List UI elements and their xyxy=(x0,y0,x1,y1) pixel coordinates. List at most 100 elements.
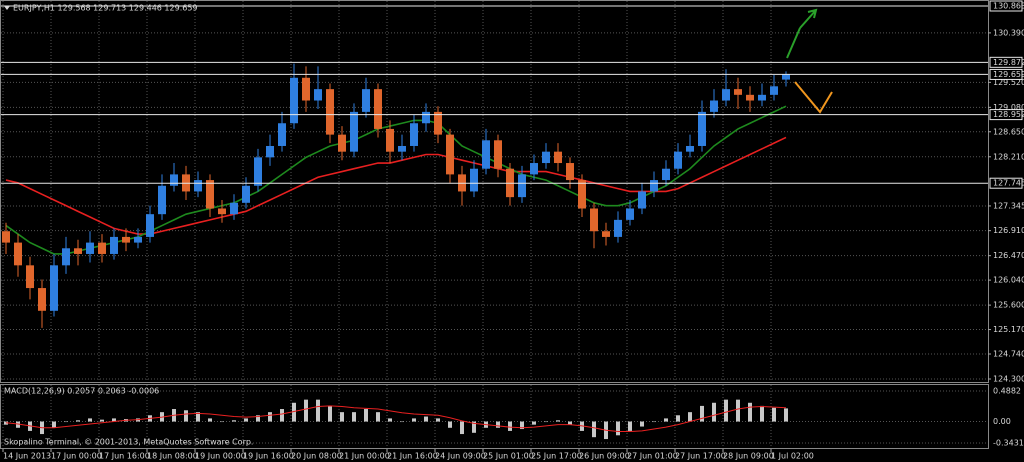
y-tick-label: 127.345 xyxy=(993,201,1024,210)
macd-bar xyxy=(268,412,272,422)
macd-bar xyxy=(640,421,644,427)
y-tick-label: 126.040 xyxy=(993,276,1024,285)
candle-body xyxy=(206,180,214,209)
macd-bar xyxy=(520,421,524,430)
candle-body xyxy=(626,208,634,220)
macd-bar xyxy=(88,418,92,422)
macd-signal xyxy=(5,405,787,433)
macd-bar xyxy=(364,409,368,422)
candle-body xyxy=(542,151,550,164)
level-label-box xyxy=(989,177,1023,189)
macd-bar xyxy=(100,419,104,422)
macd-bar xyxy=(112,418,116,422)
macd-bar xyxy=(496,421,500,428)
y-tick-label: 129.080 xyxy=(993,103,1024,112)
candle-body xyxy=(434,111,442,135)
macd-bar xyxy=(52,421,56,428)
candle-body xyxy=(326,89,334,135)
x-tick-label: 27 Jun 01:00 xyxy=(627,452,678,461)
candle-body xyxy=(26,265,34,289)
candle-body xyxy=(230,202,238,215)
candle-body xyxy=(578,180,586,209)
candle-body xyxy=(98,242,106,254)
candle-body xyxy=(518,174,526,198)
candle-body xyxy=(482,140,490,169)
candle-body xyxy=(470,168,478,192)
candle-body xyxy=(422,111,430,124)
forecast-arrow-up xyxy=(786,8,818,59)
candle-body xyxy=(758,94,766,101)
x-tick-label: 27 Jun 17:00 xyxy=(675,452,726,461)
macd-bar xyxy=(220,421,224,423)
candle-body xyxy=(590,208,598,232)
level-label-box xyxy=(989,0,1023,12)
x-tick-label: 25 Jun 01:00 xyxy=(483,452,534,461)
macd-bar xyxy=(544,421,548,423)
level-label: 127.745 xyxy=(993,179,1024,188)
y-tick-label: 124.300 xyxy=(993,375,1024,384)
macd-label: MACD(12,26,9) 0.2057 0.2063 -0.0006 xyxy=(4,387,159,396)
macd-bar xyxy=(424,416,428,422)
macd-bar xyxy=(508,421,512,431)
candle-body xyxy=(278,123,286,146)
price-panel-frame xyxy=(0,0,989,383)
macd-y-tick-label: 0.00 xyxy=(993,417,1011,426)
x-tick-label: 26 Jun 09:00 xyxy=(579,452,630,461)
candle-body xyxy=(746,94,754,101)
level-label: 129.659 xyxy=(993,70,1024,79)
macd-bar xyxy=(184,410,188,422)
macd-bar xyxy=(352,412,356,422)
candle-body xyxy=(374,89,382,129)
macd-bar xyxy=(772,407,776,422)
macd-bar xyxy=(64,421,68,423)
footer: Skopalino Terminal, © 2001-2013, MetaQuo… xyxy=(4,438,253,447)
level-label: 130.863 xyxy=(993,2,1024,11)
macd-bar xyxy=(676,415,680,422)
candle-body xyxy=(218,208,226,215)
candle-body xyxy=(266,145,274,158)
candle-body xyxy=(110,236,118,254)
candle-body xyxy=(86,242,94,254)
candle-body xyxy=(122,236,130,243)
candle-body xyxy=(302,77,310,101)
macd-bar xyxy=(196,412,200,422)
macd-bar xyxy=(16,421,20,428)
y-tick-label: 126.910 xyxy=(993,226,1024,235)
x-tick-label: 24 Jun 09:00 xyxy=(435,452,486,461)
x-tick-label: 1 Jul 02:00 xyxy=(771,452,814,461)
y-tick-label: 128.650 xyxy=(993,127,1024,136)
macd-panel-frame xyxy=(0,384,989,449)
macd-bar xyxy=(208,418,212,422)
x-tick-label: 17 Jun 16:00 xyxy=(99,452,150,461)
candle-body xyxy=(50,265,58,311)
macd-bar xyxy=(280,409,284,422)
macd-bar xyxy=(724,399,728,422)
candle-body xyxy=(722,89,730,101)
macd-bar xyxy=(532,421,536,425)
candle-body xyxy=(698,111,706,146)
macd-bar xyxy=(652,421,656,423)
macd-bar xyxy=(748,402,752,422)
candle-body xyxy=(14,242,22,266)
macd-bar xyxy=(376,412,380,422)
level-label-box xyxy=(989,109,1023,121)
y-tick-label: 129.520 xyxy=(993,78,1024,87)
candle-body xyxy=(62,248,70,266)
macd-bar xyxy=(592,421,596,438)
candle-body xyxy=(134,236,142,243)
macd-bar xyxy=(784,408,788,422)
candle-body xyxy=(74,248,82,254)
macd-bar xyxy=(688,412,692,422)
candle-body xyxy=(146,214,154,237)
candle-body xyxy=(386,128,394,152)
y-tick-label: 126.470 xyxy=(993,251,1024,260)
macd-bar xyxy=(760,405,764,422)
candle-body xyxy=(530,163,538,175)
macd-bar xyxy=(700,405,704,422)
candle-body xyxy=(770,86,778,95)
candle-body xyxy=(734,89,742,95)
level-label-box xyxy=(989,68,1023,80)
candle-body xyxy=(410,123,418,146)
forecast-arrow-down xyxy=(794,81,833,114)
